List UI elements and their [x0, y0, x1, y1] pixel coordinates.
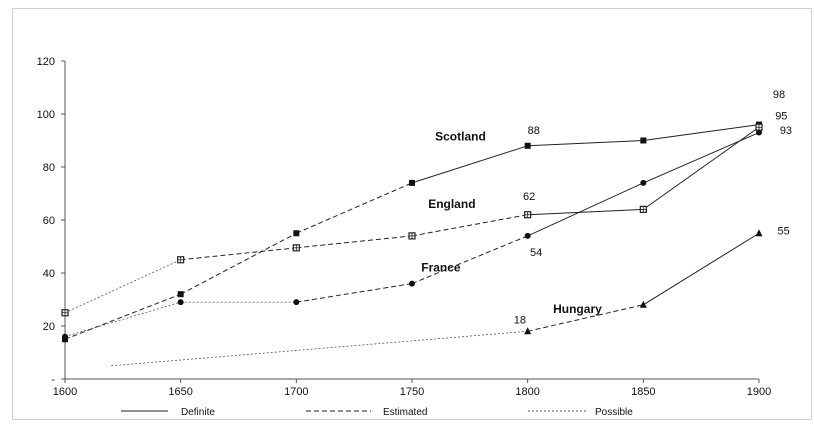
x-tick-label: 1700: [284, 386, 308, 398]
y-tick-label: 60: [43, 215, 55, 227]
legend-definite-label: Definite: [181, 407, 215, 418]
series-segment: [643, 232, 760, 306]
legend: Definite Estimated Possible: [121, 407, 633, 418]
data-point: [524, 232, 531, 239]
series-france: [62, 129, 762, 340]
series-label-france: France: [421, 261, 461, 275]
series-england: [61, 123, 763, 317]
chart-frame: 1600 1650 1700 1750 1800 1850 1900 - 20 40 60 80 100…: [12, 8, 812, 420]
series-label-england: England: [428, 197, 475, 211]
data-label: 95: [775, 110, 787, 122]
series-segment: [527, 304, 644, 332]
data-point: [640, 179, 647, 186]
y-tick-label: 40: [43, 268, 55, 280]
series-segment: [180, 232, 297, 295]
series-segment: [296, 283, 413, 303]
series-segment: [296, 182, 413, 234]
series-segment: [643, 124, 760, 141]
series-segment: [411, 145, 528, 184]
y-tick-label: 80: [43, 162, 55, 174]
series-hungary: [111, 229, 763, 367]
data-point: [409, 179, 415, 186]
label-layer: Scotland 88 98 England 62 95 France 54 93 Hungary…: [421, 89, 792, 326]
series-layer: [61, 121, 763, 367]
series-segment: [296, 235, 413, 249]
y-tick-label: 120: [37, 56, 55, 68]
data-point: [293, 299, 300, 306]
y-tick-label: 20: [43, 321, 55, 333]
series-segment: [527, 140, 644, 147]
series-segment: [64, 301, 181, 337]
data-point: [409, 280, 415, 287]
series-segment: [64, 293, 181, 340]
data-point: [524, 142, 531, 149]
series-label-scotland: Scotland: [435, 130, 486, 144]
series-label-hungary: Hungary: [553, 302, 602, 316]
y-tick-label: 100: [37, 109, 55, 121]
series-segment: [643, 132, 760, 184]
data-label: 18: [514, 314, 526, 326]
series-segment: [64, 259, 181, 314]
data-point: [755, 229, 763, 237]
x-tick-label: 1850: [631, 386, 655, 398]
x-tick-label: 1750: [400, 386, 424, 398]
y-tick-label: -: [51, 374, 55, 386]
data-point: [293, 230, 300, 237]
series-segment: [180, 247, 297, 261]
data-label: 62: [523, 191, 535, 203]
data-point: [177, 299, 184, 306]
x-tick-label: 1650: [168, 386, 192, 398]
data-label: 98: [773, 89, 785, 101]
legend-estimated-label: Estimated: [383, 407, 427, 418]
series-segment: [411, 214, 528, 237]
x-tick-label: 1900: [747, 386, 771, 398]
data-point: [639, 300, 647, 308]
series-segment: [527, 182, 644, 237]
x-tick-label: 1800: [515, 386, 539, 398]
legend-possible-label: Possible: [595, 407, 633, 418]
data-point: [62, 333, 68, 340]
data-label: 54: [530, 247, 542, 259]
data-label: 88: [528, 125, 540, 137]
data-point: [756, 129, 762, 136]
data-point: [524, 327, 532, 335]
x-tick-label: 1600: [53, 386, 77, 398]
line-chart: 1600 1650 1700 1750 1800 1850 1900 - 20 40 60 80 100…: [37, 56, 792, 418]
series-segment: [527, 208, 644, 216]
series-segment: [411, 235, 528, 285]
data-label: 55: [778, 226, 790, 238]
series-segment: [111, 330, 528, 367]
data-label: 93: [780, 125, 792, 137]
series-scotland: [62, 121, 762, 343]
data-point: [177, 291, 184, 298]
data-point: [640, 137, 647, 144]
axis-ticks: 1600 1650 1700 1750 1800 1850 1900 - 20 40 60 80 100…: [37, 56, 772, 398]
